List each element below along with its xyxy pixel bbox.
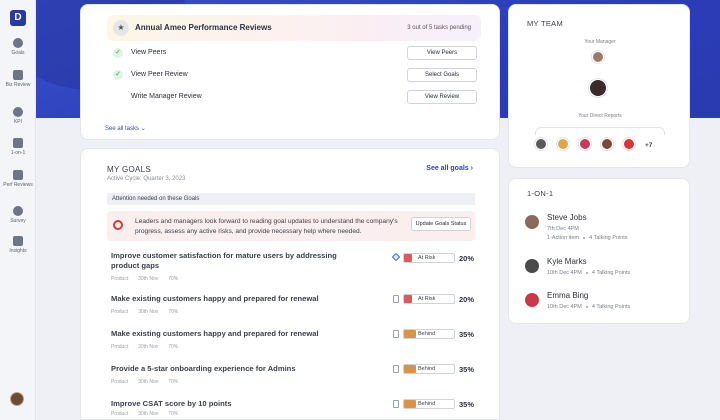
alert-text: Leaders and managers look forward to rea… [135, 218, 398, 235]
goal-row[interactable]: Make existing customers happy and prepar… [111, 329, 475, 350]
view-peers-button[interactable]: View Peers [407, 46, 477, 60]
document-icon [393, 400, 399, 408]
document-icon [393, 295, 399, 303]
sidebar-item-biz-review[interactable]: Biz Review [0, 70, 36, 88]
avatar [525, 259, 539, 273]
task-row: ✓ View Peer Review Select Goals [113, 67, 477, 85]
document-icon [393, 330, 399, 338]
one-on-one-item[interactable]: Steve Jobs 7th Dec 4PM 1-Action item 4 Ta… [525, 213, 685, 241]
view-review-button[interactable]: View Review [407, 90, 477, 104]
goal-progress: 35% [459, 330, 475, 339]
sidebar-item-survey[interactable]: Survey [0, 206, 36, 224]
attention-banner: Attention needed on these Goals [107, 193, 475, 205]
sidebar-item-one-on-one[interactable]: 1-on-1 [0, 138, 36, 156]
goal-progress: 20% [459, 254, 475, 263]
target-icon [113, 220, 123, 230]
select-goals-button[interactable]: Select Goals [407, 68, 477, 82]
sidebar-item-goals[interactable]: Goals [0, 38, 36, 56]
tasks-pending-count: 3 out of 5 tasks pending [407, 25, 471, 31]
gauge-icon [13, 107, 23, 117]
active-cycle: Active Cycle: Quarter 3, 2023 [107, 176, 186, 182]
direct-reports-label: Your Direct Reports [578, 113, 622, 119]
see-all-tasks-link[interactable]: See all tasks ⌄ [105, 126, 146, 132]
status-badge[interactable]: Behind [403, 399, 455, 409]
goal-progress: 35% [459, 365, 475, 374]
report-avatar[interactable] [535, 138, 547, 150]
goal-row[interactable]: Improve CSAT score by 10 points Product 3… [111, 399, 475, 417]
task-row: ✓ View Peers View Peers [113, 45, 477, 63]
one-on-one-item[interactable]: Emma Bing 10th Dec 4PM 4 Talking Points [525, 291, 685, 319]
more-reports-count[interactable]: +7 [645, 142, 653, 149]
status-badge[interactable]: Behind [403, 364, 455, 374]
status-badge[interactable]: At Risk [403, 253, 455, 263]
goal-progress: 35% [459, 400, 475, 409]
sidebar-item-perf-reviews[interactable]: Perf Reviews [0, 170, 36, 188]
review-cycle-header: ★ Annual Ameo Performance Reviews 3 out … [107, 15, 481, 41]
report-avatar[interactable] [579, 138, 591, 150]
app-logo[interactable]: D [10, 10, 26, 26]
task-row: Write Manager Review View Review [113, 89, 477, 107]
report-avatar[interactable] [557, 138, 569, 150]
goal-row[interactable]: Improve customer satisfaction for mature… [111, 251, 475, 282]
alert-box: Leaders and managers look forward to rea… [107, 211, 475, 241]
insights-icon [13, 236, 23, 246]
check-icon: ✓ [113, 48, 123, 58]
user-avatar[interactable] [10, 392, 24, 406]
manager-avatar[interactable] [592, 51, 604, 63]
avatar [525, 215, 539, 229]
my-team-card: MY TEAM Your Manager Your Direct Reports… [508, 4, 690, 168]
avatar [525, 293, 539, 307]
update-goals-status-button[interactable]: Update Goals Status [411, 217, 471, 231]
see-all-goals-link[interactable]: See all goals › [426, 165, 473, 172]
status-badge[interactable]: Behind [403, 329, 455, 339]
goal-row[interactable]: Provide a 5-star onboarding experience f… [111, 364, 475, 385]
chat-icon [13, 138, 23, 148]
my-avatar[interactable] [589, 79, 607, 97]
one-on-one-title: 1-ON-1 [527, 189, 554, 198]
goal-row[interactable]: Make existing customers happy and prepar… [111, 294, 475, 315]
chevron-down-icon: ⌄ [140, 126, 146, 132]
trophy-icon [13, 170, 23, 180]
chevron-right-icon: › [470, 165, 473, 172]
one-on-one-card: 1-ON-1 Steve Jobs 7th Dec 4PM 1-Action i… [508, 178, 690, 324]
manager-label: Your Manager [584, 39, 616, 45]
trophy-icon: ★ [113, 20, 129, 36]
status-badge[interactable]: At Risk [403, 294, 455, 304]
diamond-icon [391, 252, 401, 262]
check-icon: ✓ [113, 70, 123, 80]
my-team-title: MY TEAM [527, 19, 563, 28]
presentation-icon [13, 70, 23, 80]
goals-title: MY GOALS [107, 165, 152, 174]
survey-icon [13, 206, 23, 216]
report-avatar[interactable] [623, 138, 635, 150]
one-on-one-item[interactable]: Kyle Marks 10th Dec 4PM 4 Talking Points [525, 257, 685, 285]
goals-card: MY GOALS Active Cycle: Quarter 3, 2023 S… [80, 148, 500, 420]
target-icon [13, 38, 23, 48]
sidebar-item-insights[interactable]: Insights [0, 236, 36, 254]
sidebar-item-kpi[interactable]: KPI [0, 107, 36, 125]
review-cycle-title: Annual Ameo Performance Reviews [135, 23, 272, 32]
sidebar: D Goals Biz Review KPI 1-on-1 Perf Revie… [0, 0, 36, 420]
report-avatar[interactable] [601, 138, 613, 150]
document-icon [393, 365, 399, 373]
tasks-card: ★ Annual Ameo Performance Reviews 3 out … [80, 4, 500, 140]
goal-progress: 20% [459, 295, 475, 304]
